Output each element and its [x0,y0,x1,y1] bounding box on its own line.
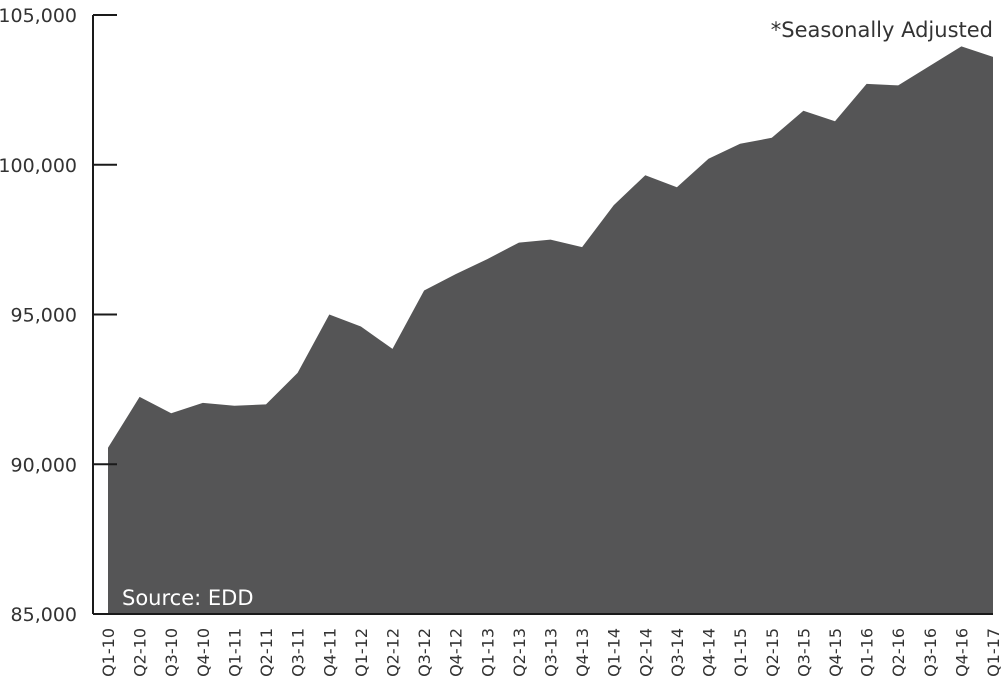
x-tick-label: Q3-14 [668,628,687,677]
x-tick-label: Q1-16 [858,628,877,677]
x-tick-label: Q2-14 [636,628,655,677]
x-tick-label: Q2-16 [889,628,908,677]
x-tick-label: Q2-13 [510,628,529,677]
y-tick-label: 95,000 [11,305,77,327]
seasonally-adjusted-note: *Seasonally Adjusted [771,18,993,42]
x-tick-label: Q3-15 [794,628,813,677]
x-tick-label: Q3-11 [289,628,308,677]
y-tick-label: 100,000 [0,155,77,177]
x-tick-label: Q1-12 [352,628,371,677]
x-tick-label: Q4-15 [826,628,845,677]
employment-area [108,46,993,614]
x-tick-label: Q4-13 [573,628,592,677]
x-tick-label: Q2-15 [763,628,782,677]
x-tick-label: Q3-12 [415,628,434,677]
x-tick-label: Q2-11 [257,628,276,677]
x-axis-ticks: Q1-10 Q2-10 Q3-10 Q4-10 Q1-11 Q2-11 Q3-11 Q4-11… [99,628,1003,677]
source-label: Source: EDD [122,586,254,610]
y-tick-label: 85,000 [11,604,77,626]
x-tick-label: Q1-13 [478,628,497,677]
area-layer [108,46,993,614]
x-tick-label: Q3-13 [542,628,561,677]
x-tick-label: Q4-10 [194,628,213,677]
x-tick-label: Q1-17 [984,628,1003,677]
y-axis-ticks: 85,000 90,000 95,000 100,000 105,000 [0,5,117,626]
x-tick-label: Q1-10 [99,628,118,677]
x-tick-label: Q2-10 [131,628,150,677]
x-tick-label: Q3-16 [921,628,940,677]
x-tick-label: Q4-14 [700,628,719,677]
x-tick-label: Q4-16 [952,628,971,677]
x-tick-label: Q1-15 [731,628,750,677]
y-tick-label: 90,000 [11,454,77,476]
x-tick-label: Q4-11 [320,628,339,677]
x-tick-label: Q2-12 [384,628,403,677]
y-tick-label: 105,000 [0,5,77,27]
x-tick-label: Q1-14 [605,628,624,677]
x-tick-label: Q3-10 [162,628,181,677]
x-tick-label: Q1-11 [225,628,244,677]
x-tick-label: Q4-12 [447,628,466,677]
